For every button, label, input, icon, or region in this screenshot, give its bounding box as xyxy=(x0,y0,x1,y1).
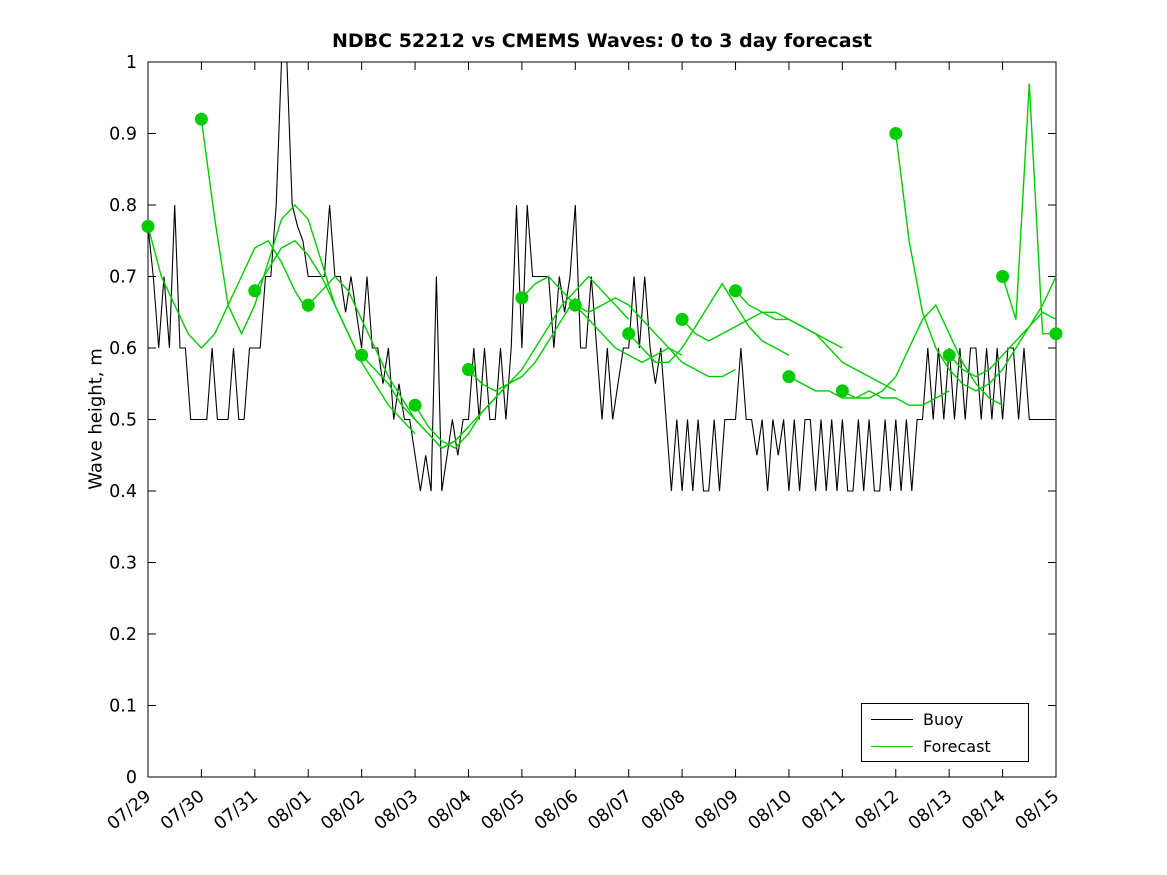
forecast-run-line xyxy=(948,311,1057,378)
forecast-run-line xyxy=(307,275,470,449)
y-tick-label: 0.4 xyxy=(109,482,137,502)
forecast-start-marker xyxy=(355,348,369,362)
forecast-run-line xyxy=(628,282,790,363)
forecast-run-line xyxy=(414,297,576,449)
y-tick-label: 0.8 xyxy=(109,196,137,216)
x-tick-label: 08/15 xyxy=(1012,787,1063,835)
forecast-run-line xyxy=(200,119,363,363)
x-tick-label: 08/06 xyxy=(531,787,582,835)
forecast-start-marker xyxy=(301,298,315,312)
buoy-series-line xyxy=(147,61,1056,492)
x-tick-label: 08/03 xyxy=(371,787,422,835)
x-tick-label: 08/10 xyxy=(745,787,796,835)
forecast-start-marker xyxy=(408,398,422,412)
x-tick-label: 08/09 xyxy=(691,787,742,835)
x-tick-label: 08/13 xyxy=(905,787,956,835)
forecast-start-marker xyxy=(889,127,903,140)
legend: Buoy Forecast xyxy=(861,703,1029,762)
x-tick-label: 08/04 xyxy=(424,787,475,835)
x-tick-label: 07/30 xyxy=(157,787,208,835)
forecast-run-line xyxy=(574,304,736,378)
forecast-start-marker xyxy=(729,284,742,298)
forecast-run-line xyxy=(681,311,843,349)
forecast-start-marker xyxy=(942,348,956,362)
forecast-start-marker xyxy=(835,384,849,398)
forecast-start-marker xyxy=(568,298,582,312)
forecast-run-line xyxy=(467,275,630,392)
forecast-line-sample xyxy=(871,745,913,747)
x-tick-label: 07/31 xyxy=(211,787,262,835)
forecast-start-marker xyxy=(996,270,1010,283)
forecast-run-line xyxy=(734,290,897,392)
x-tick-label: 08/05 xyxy=(478,787,529,835)
forecast-run-line xyxy=(1001,83,1056,335)
x-tick-label: 08/02 xyxy=(317,787,368,835)
x-tick-label: 08/11 xyxy=(798,787,849,835)
y-axis-label: Wave height, m xyxy=(85,348,107,490)
forecast-start-marker xyxy=(462,363,475,376)
forecast-start-marker xyxy=(782,370,796,384)
forecast-start-marker xyxy=(622,327,636,341)
legend-label-forecast: Forecast xyxy=(923,736,991,756)
y-tick-label: 0.7 xyxy=(109,268,137,288)
buoy-line-sample xyxy=(871,718,913,720)
y-tick-label: 0.5 xyxy=(109,411,137,431)
chart-title: NDBC 52212 vs CMEMS Waves: 0 to 3 day fo… xyxy=(332,30,872,52)
legend-label-buoy: Buoy xyxy=(923,709,964,729)
y-tick-label: 0.2 xyxy=(109,625,137,645)
x-tick-label: 08/12 xyxy=(851,787,902,835)
y-tick-label: 1 xyxy=(126,53,137,73)
x-tick-label: 08/08 xyxy=(638,787,689,835)
x-tick-label: 08/01 xyxy=(264,787,315,835)
legend-item-forecast: Forecast xyxy=(862,736,1028,756)
forecast-start-marker xyxy=(194,112,208,126)
forecast-start-marker xyxy=(248,284,262,298)
y-tick-label: 0.6 xyxy=(109,339,137,359)
forecast-start-marker xyxy=(675,312,689,326)
y-tick-label: 0.1 xyxy=(109,697,137,717)
y-tick-label: 0 xyxy=(126,768,137,788)
y-tick-label: 0.9 xyxy=(109,125,137,145)
forecast-start-marker xyxy=(1049,327,1063,341)
forecast-run-line xyxy=(254,239,416,435)
forecast-start-marker xyxy=(141,219,155,233)
legend-item-buoy: Buoy xyxy=(862,709,1028,729)
forecast-run-line xyxy=(521,275,683,356)
forecast-run-line xyxy=(842,303,1003,406)
forecast-run-line xyxy=(788,375,950,406)
x-tick-label: 08/14 xyxy=(958,787,1009,835)
x-tick-label: 08/07 xyxy=(584,787,635,835)
y-tick-label: 0.3 xyxy=(109,554,137,574)
forecast-start-marker xyxy=(515,291,529,305)
x-tick-label: 07/29 xyxy=(104,787,155,835)
